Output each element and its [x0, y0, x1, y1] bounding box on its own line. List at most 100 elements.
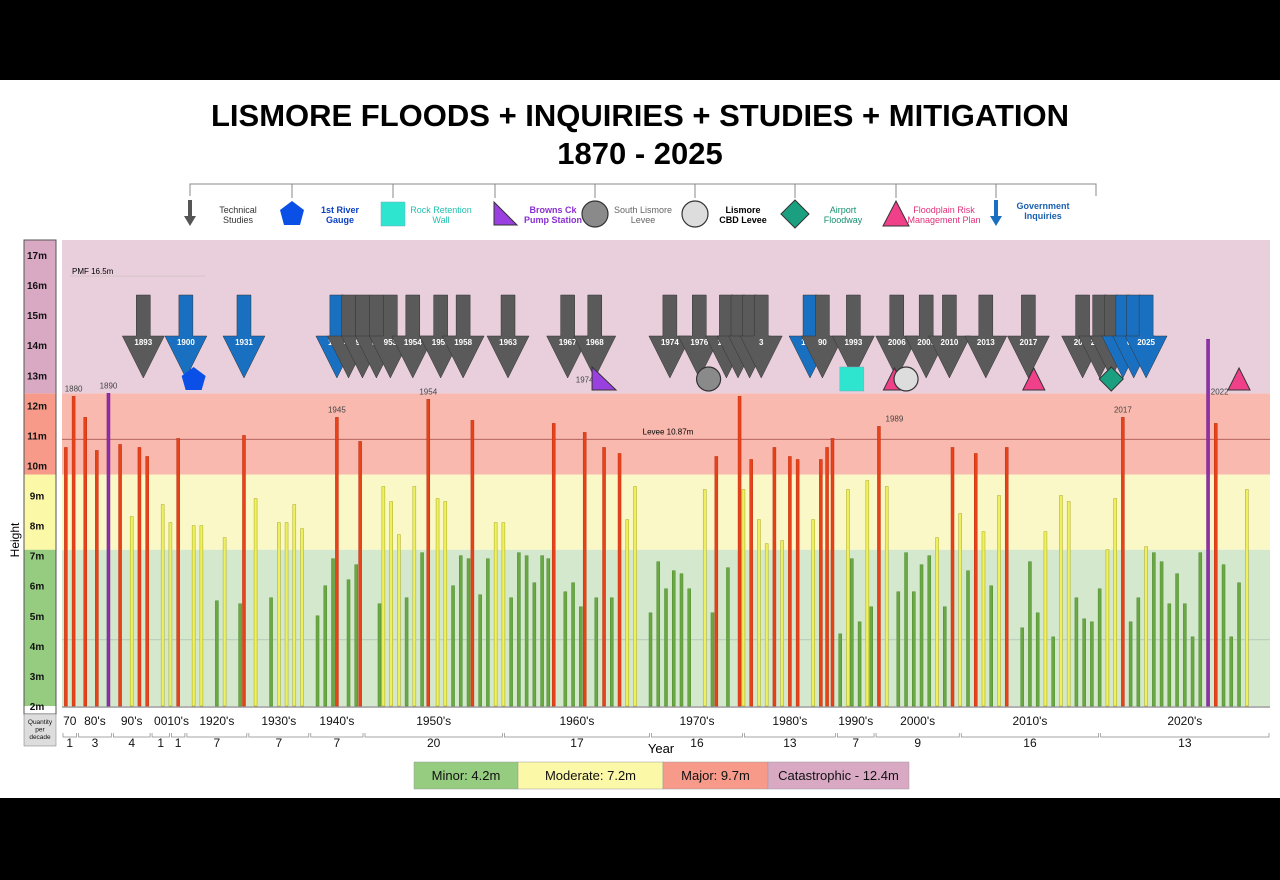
decade-bracket	[651, 733, 743, 738]
flood-bar	[354, 564, 359, 707]
legend-label: Browns Ck	[529, 205, 577, 215]
tech-arrow-shape	[573, 294, 617, 379]
flood-bar	[710, 612, 715, 707]
y-tick-label: 3m	[30, 672, 45, 683]
decade-count: 20	[427, 736, 441, 750]
flood-bar	[459, 555, 463, 707]
tech-arrow-shape	[928, 294, 971, 379]
decade-label: 1940's	[319, 714, 354, 728]
retention-wall-icon	[839, 366, 865, 392]
study-arrow-icon: 1967	[546, 294, 590, 379]
flood-bar	[838, 633, 842, 707]
decade-label: 1980's	[772, 714, 807, 728]
flood-bar	[466, 558, 471, 707]
y-tick-label: 14m	[27, 341, 47, 352]
square-icon	[380, 201, 406, 227]
band-legend-label: Moderate: 7.2m	[545, 768, 636, 783]
flood-bar	[451, 585, 455, 707]
flood-bar	[1059, 495, 1063, 707]
flood-bar	[602, 447, 606, 707]
decade-count: 1	[66, 736, 73, 750]
flood-bar	[958, 513, 963, 707]
flood-bar	[1004, 447, 1009, 707]
flood-bar	[486, 558, 490, 707]
pmf-label: PMF 16.5m	[72, 267, 114, 276]
flood-bar	[1206, 338, 1210, 707]
legend-item-pentagon-icon	[280, 201, 304, 225]
tech-arrow-shape	[121, 294, 165, 379]
flood-bar	[145, 456, 149, 707]
decade-label: 2010's	[1012, 714, 1047, 728]
event-year-label: 1954	[404, 338, 422, 347]
legend-label: Pump Station	[524, 215, 582, 225]
decade-label: 80's	[84, 714, 106, 728]
flood-bar	[973, 453, 978, 707]
flood-bar	[912, 591, 916, 707]
flood-bar	[563, 591, 568, 707]
y-axis-band-swatch	[24, 393, 56, 475]
decade-bracket	[186, 733, 248, 738]
decade-bracket	[171, 733, 186, 738]
y-tick-label: 2m	[30, 702, 45, 713]
flood-bar	[532, 582, 537, 707]
event-year-label: 1931	[235, 338, 253, 347]
decade-label: 90's	[121, 714, 143, 728]
decade-count: 3	[92, 736, 99, 750]
tech-arrow-shape	[1006, 294, 1050, 379]
flood-bar	[1144, 546, 1148, 707]
legend-label: Levee	[631, 215, 656, 225]
tech-arrow-shape	[801, 294, 844, 379]
decade-bracket	[151, 733, 170, 738]
legend-label: Studies	[223, 215, 254, 225]
flood-bar	[1198, 552, 1203, 707]
flood-bar	[517, 552, 521, 707]
flood-year-label: 1880	[65, 384, 83, 393]
levee-icon	[893, 366, 919, 392]
flood-bar	[1043, 531, 1048, 707]
flood-year-label: 1954	[419, 387, 437, 396]
event-year-label: 1976	[690, 338, 708, 347]
legend-bracket	[189, 183, 1097, 196]
flood-bar	[1183, 603, 1187, 707]
decade-label: 10's	[167, 714, 189, 728]
tech-arrow-shape	[368, 294, 412, 379]
decade-count: 9	[914, 736, 921, 750]
inquiry-arrow-icon: 2025	[1124, 294, 1168, 379]
flood-bar	[168, 522, 173, 707]
event-year-label: 1893	[134, 338, 152, 347]
flood-bar	[1136, 597, 1141, 707]
flood-bar	[850, 558, 854, 707]
flood-bar	[702, 489, 707, 707]
legend-label: Gauge	[326, 215, 354, 225]
flood-bar	[1121, 417, 1125, 707]
flood-bar	[919, 564, 924, 707]
flood-bar	[381, 486, 386, 707]
decade-label: 00	[154, 714, 168, 728]
decade-count: 1	[175, 736, 182, 750]
study-arrow-icon: 1893	[121, 294, 165, 379]
flood-bar	[331, 558, 335, 707]
flood-bar	[935, 537, 939, 707]
tech-arrow-shape	[391, 294, 435, 379]
decade-count: 4	[128, 736, 135, 750]
decade-count: 13	[1178, 736, 1192, 750]
decade-count: 16	[690, 736, 704, 750]
flood-bar	[579, 606, 583, 707]
study-arrow-icon: 1993	[831, 294, 875, 379]
flood-bar	[1152, 552, 1156, 707]
flood-bar	[989, 585, 993, 707]
tech-arrow-shape	[419, 294, 463, 379]
flood-bar	[358, 441, 362, 707]
event-year-label: 1958	[454, 338, 472, 347]
y-axis-band-swatch	[24, 549, 56, 706]
y-tick-label: 12m	[27, 401, 47, 412]
flood-bar	[857, 621, 862, 707]
legend-label: Airport	[830, 205, 857, 215]
flood-bar	[780, 540, 784, 707]
levee-icon	[695, 366, 722, 392]
levee-label: Levee 10.87m	[643, 427, 694, 436]
tech-arrow-shape	[648, 294, 692, 379]
circle-icon	[681, 200, 709, 228]
y-tick-label: 17m	[27, 251, 47, 262]
decade-label: 70	[63, 714, 77, 728]
